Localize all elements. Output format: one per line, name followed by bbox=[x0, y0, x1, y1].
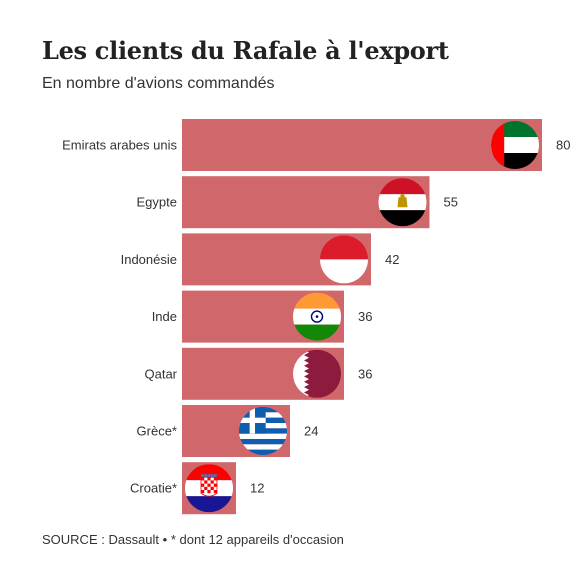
footnote-text: * dont 12 appareils d'occasion bbox=[170, 532, 344, 547]
value-label: 12 bbox=[250, 481, 264, 496]
source-text: SOURCE : Dassault bbox=[42, 532, 160, 547]
value-label: 42 bbox=[385, 252, 399, 267]
value-label: 55 bbox=[444, 195, 458, 210]
category-label: Indonésie bbox=[121, 252, 177, 267]
bars-layer: Emirats arabes unis 80 Egypte 55 Indonésie 42… bbox=[62, 119, 570, 515]
category-label: Inde bbox=[152, 309, 177, 324]
bar-row-egypte: Egypte 55 bbox=[137, 176, 458, 229]
category-label: Grèce* bbox=[137, 424, 177, 439]
value-label: 36 bbox=[358, 309, 372, 324]
category-label: Qatar bbox=[144, 366, 177, 381]
bar-row-croatie: Croatie* 12 bbox=[130, 462, 264, 515]
bar-row-indonesie: Indonésie 42 bbox=[121, 233, 399, 286]
bar-emirats-arabes-unis bbox=[182, 119, 542, 171]
bar-row-grece: Grèce* 24 bbox=[137, 405, 318, 457]
qatar-flag-icon bbox=[293, 349, 341, 398]
greece-flag-icon bbox=[239, 407, 287, 455]
bar-row-inde: Inde 36 bbox=[152, 290, 372, 343]
value-label: 80 bbox=[556, 138, 570, 153]
indonesia-flag-icon bbox=[320, 235, 368, 284]
bar-row-qatar: Qatar 36 bbox=[144, 347, 372, 400]
category-label: Croatie* bbox=[130, 481, 177, 496]
page-subtitle: En nombre d'avions commandés bbox=[42, 75, 275, 92]
category-label: Emirats arabes unis bbox=[62, 138, 177, 153]
croatia-flag-icon bbox=[185, 464, 233, 513]
source-note: SOURCE : Dassault • * dont 12 appareils … bbox=[42, 532, 344, 547]
india-flag-icon bbox=[293, 292, 341, 341]
page-title: Les clients du Rafale à l'export bbox=[42, 36, 449, 65]
value-label: 36 bbox=[358, 366, 372, 381]
uae-flag-icon bbox=[491, 121, 539, 169]
category-label: Egypte bbox=[137, 195, 177, 210]
separator-dot: • bbox=[162, 532, 168, 547]
bar-row-emirats-arabes-unis: Emirats arabes unis 80 bbox=[62, 119, 570, 171]
egypt-flag-icon bbox=[378, 178, 427, 227]
value-label: 24 bbox=[304, 424, 318, 439]
